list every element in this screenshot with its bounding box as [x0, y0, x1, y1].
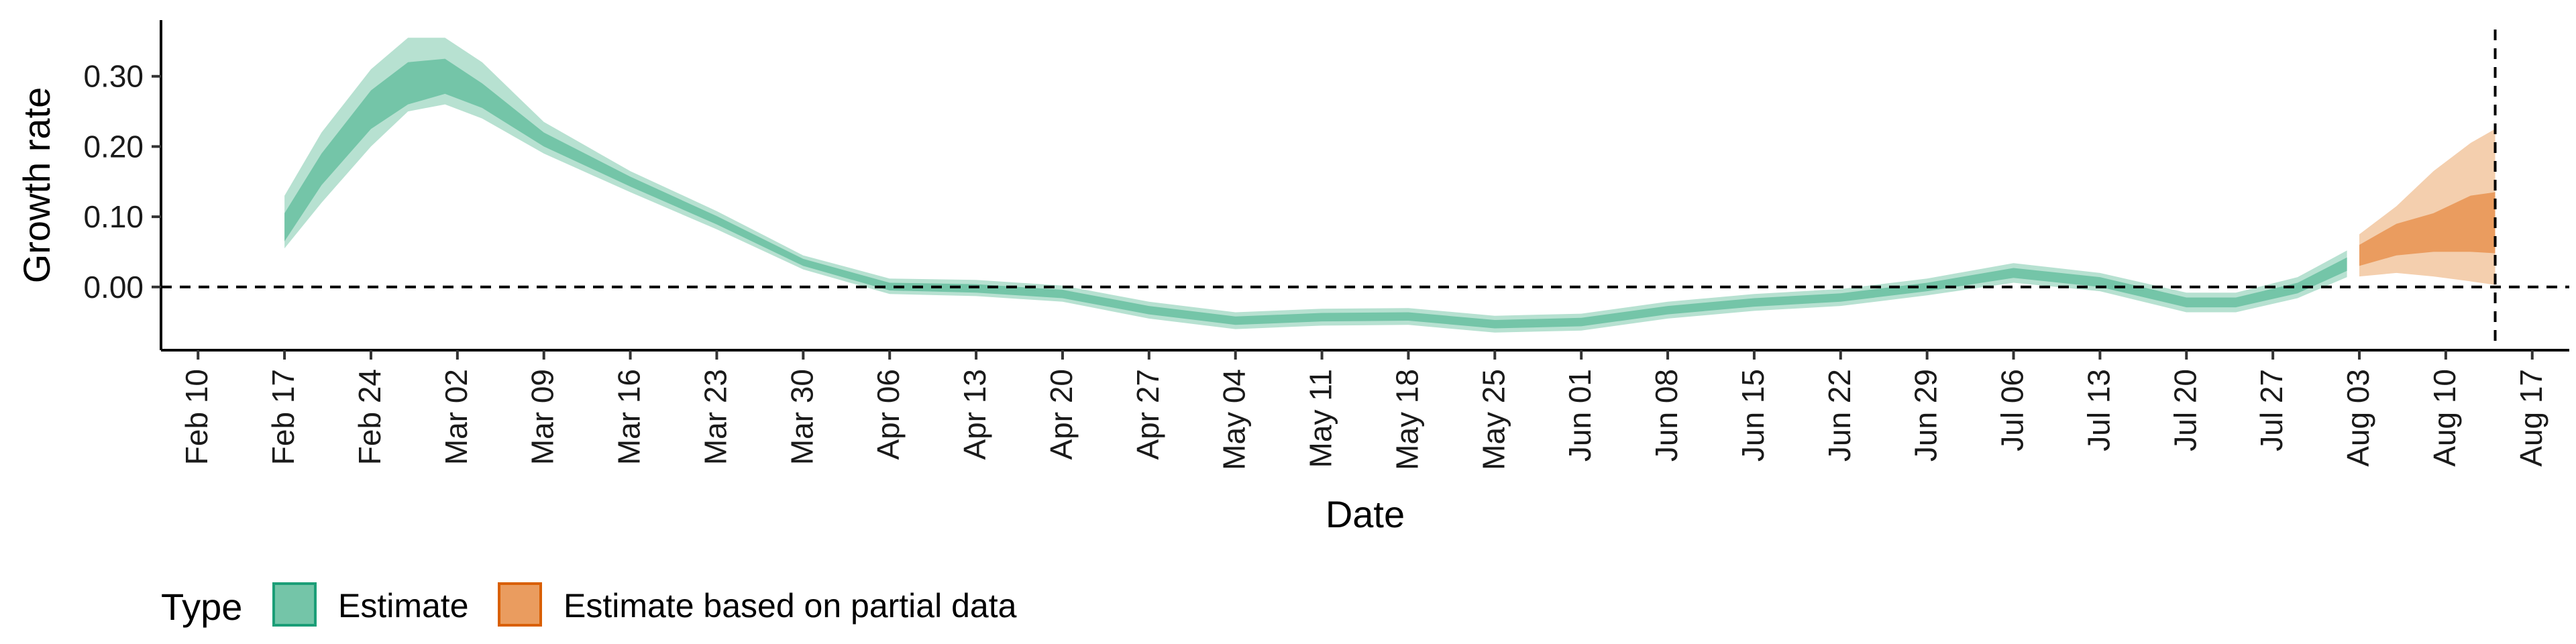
x-tick-label: Apr 13 — [957, 369, 992, 460]
y-tick-label: 0.20 — [83, 129, 144, 164]
x-tick-label: Aug 03 — [2341, 369, 2375, 467]
x-tick-label: Feb 17 — [266, 369, 301, 465]
y-tick-label: 0.10 — [83, 199, 144, 234]
band-outer-estimate — [284, 38, 2347, 333]
x-tick-label: Feb 24 — [352, 369, 387, 465]
x-tick-label: Apr 27 — [1130, 369, 1165, 460]
legend-key-estimate — [272, 582, 317, 627]
x-tick-label: Feb 10 — [179, 369, 214, 465]
y-tick-label: 0.30 — [83, 59, 144, 94]
x-tick-label: Jun 15 — [1735, 369, 1770, 462]
y-tick-label: 0.00 — [83, 270, 144, 305]
legend-key-partial-estimate — [498, 582, 542, 627]
band-inner-partial-estimate — [2359, 192, 2496, 266]
y-axis-title: Growth rate — [15, 87, 58, 284]
x-tick-label: Mar 30 — [784, 369, 819, 465]
x-tick-label: Mar 23 — [698, 369, 733, 465]
x-tick-label: Aug 10 — [2427, 369, 2462, 467]
x-tick-label: Mar 16 — [612, 369, 647, 465]
x-tick-label: Mar 02 — [439, 369, 474, 465]
x-axis-title: Date — [1326, 493, 1405, 535]
reference-lines — [161, 30, 2569, 350]
x-tick-label: May 11 — [1303, 369, 1338, 468]
x-tick-label: May 18 — [1389, 369, 1424, 470]
x-tick-label: Jun 01 — [1562, 369, 1597, 462]
legend-label-partial-estimate: Estimate based on partial data — [564, 587, 1017, 625]
x-tick-label: Jun 29 — [1909, 369, 1943, 462]
x-tick-label: Jul 06 — [1995, 369, 2030, 451]
legend-label-estimate: Estimate — [338, 587, 469, 625]
x-tick-label: Jun 08 — [1649, 369, 1684, 462]
x-tick-label: Mar 09 — [525, 369, 560, 465]
x-tick-label: May 25 — [1476, 369, 1511, 470]
x-tick-label: Aug 17 — [2514, 369, 2548, 467]
y-axis-ticks: 0.00 0.10 0.20 0.30 — [83, 59, 161, 305]
x-tick-label: Jun 22 — [1822, 369, 1857, 462]
x-tick-label: Apr 06 — [871, 369, 906, 460]
x-axis-ticks: Feb 10 Feb 17 Feb 24 Mar 02 Mar 09 Mar 16 Mar … — [179, 350, 2548, 470]
x-tick-label: Jul 27 — [2254, 369, 2289, 451]
legend-title: Type — [161, 586, 242, 628]
x-tick-label: Jul 20 — [2167, 369, 2202, 451]
x-tick-label: Jul 13 — [2081, 369, 2116, 451]
x-tick-label: May 04 — [1217, 369, 1252, 470]
band-inner-estimate — [284, 58, 2347, 329]
x-tick-label: Apr 20 — [1044, 369, 1079, 460]
legend: Type Estimate Estimate based on partial … — [161, 582, 1017, 628]
interval-bands — [284, 38, 2496, 333]
